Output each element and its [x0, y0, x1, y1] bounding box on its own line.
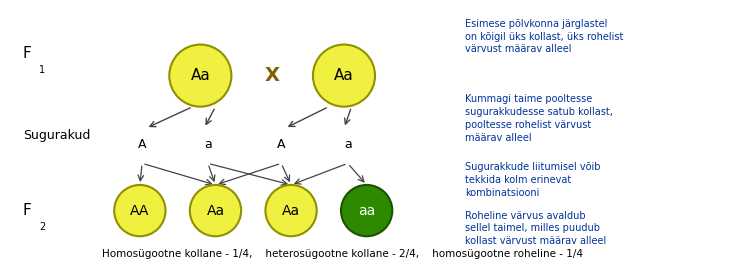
- Text: A: A: [277, 138, 286, 151]
- Text: Sugurakkude liitumisel võib
tekkida kolm erinevat
kombinatsiooni: Sugurakkude liitumisel võib tekkida kolm…: [465, 162, 600, 198]
- Ellipse shape: [190, 185, 241, 236]
- Text: Kummagi taime pooltesse
sugurakkudesse satub kollast,
pooltesse rohelist värvust: Kummagi taime pooltesse sugurakkudesse s…: [465, 94, 613, 143]
- Ellipse shape: [341, 185, 392, 236]
- Text: X: X: [265, 66, 280, 85]
- Ellipse shape: [114, 185, 166, 236]
- Ellipse shape: [313, 45, 375, 107]
- Text: 2: 2: [39, 222, 45, 232]
- Text: Aa: Aa: [191, 68, 210, 83]
- Text: a: a: [204, 138, 212, 151]
- Text: Aa: Aa: [334, 68, 354, 83]
- Text: aa: aa: [358, 204, 375, 218]
- Text: F: F: [23, 203, 32, 218]
- Text: Aa: Aa: [282, 204, 300, 218]
- Text: a: a: [344, 138, 352, 151]
- Text: Esimese põlvkonna järglastel
on kõigil üks kollast, üks rohelist
värvust määrav : Esimese põlvkonna järglastel on kõigil ü…: [465, 19, 623, 55]
- Text: AA: AA: [130, 204, 150, 218]
- Ellipse shape: [265, 185, 317, 236]
- Text: Homosügootne kollane - 1/4,    heterosügootne kollane - 2/4,    homosügootne roh: Homosügootne kollane - 1/4, heterosügoot…: [102, 249, 583, 259]
- Text: A: A: [138, 138, 147, 151]
- Text: Aa: Aa: [206, 204, 225, 218]
- Text: F: F: [23, 46, 32, 62]
- Text: 1: 1: [39, 65, 45, 75]
- Text: Roheline värvus avaldub
sellel taimel, milles puudub
kollast värvust määrav alle: Roheline värvus avaldub sellel taimel, m…: [465, 211, 606, 246]
- Text: Sugurakud: Sugurakud: [23, 129, 90, 141]
- Ellipse shape: [169, 45, 231, 107]
